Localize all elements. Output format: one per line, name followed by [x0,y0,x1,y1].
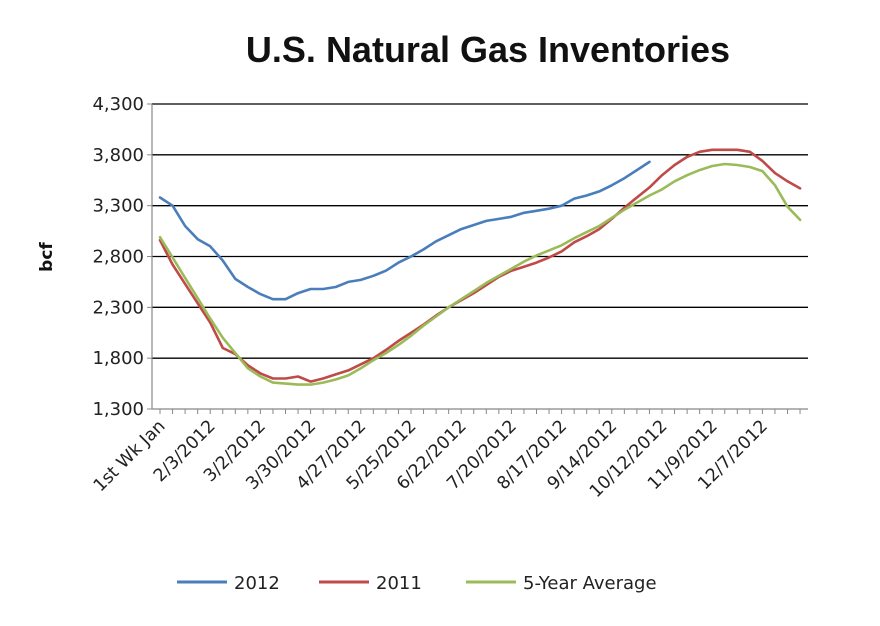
gridlines [147,103,808,414]
series-line-2012 [158,160,651,301]
y-tick-label: 1,300 [92,399,144,420]
series-line-5-year-average [158,162,802,386]
y-tick-label: 3,300 [92,196,144,217]
legend-label-2011: 2011 [376,573,422,594]
y-tick-label: 2,300 [92,297,144,318]
chart-title: U.S. Natural Gas Inventories [246,29,730,70]
legend: 2012 2011 5-Year Average [177,573,657,594]
y-axis-label: bcf [37,242,57,272]
legend-label-5-year-average: 5-Year Average [523,573,657,594]
series-line-2011 [158,148,802,383]
y-tick-label: 3,800 [92,145,144,166]
y-tick-labels: 1,300 1,800 2,300 2,800 3,300 3,800 4,300 [92,94,144,420]
y-tick-label: 4,300 [92,94,144,115]
y-tick-label: 1,800 [92,348,144,369]
series-lines [158,148,802,386]
y-tick-label: 2,800 [92,247,144,268]
legend-label-2012: 2012 [234,573,280,594]
